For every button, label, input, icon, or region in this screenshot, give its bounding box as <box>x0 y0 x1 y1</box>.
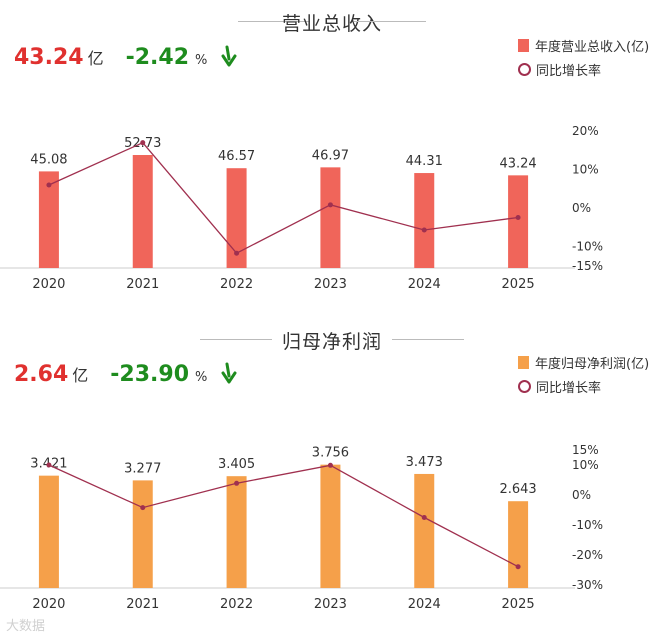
profit-legend: 年度归母净利润(亿) 同比增长率 <box>518 350 649 398</box>
legend-label: 同比增长率 <box>536 380 602 396</box>
profit-kpi: 2.64 亿 -23.90% <box>14 362 238 396</box>
bar-2021 <box>132 480 153 588</box>
bar-2025 <box>508 501 529 588</box>
legend-marker <box>518 379 531 393</box>
y2-tick-label: -30% <box>572 578 603 592</box>
bar-value-label: 3.277 <box>124 461 161 476</box>
y2-tick-label: 20% <box>572 124 599 138</box>
y2-tick-label: 0% <box>572 488 591 502</box>
y2-tick-label: -10% <box>572 518 603 532</box>
legend-swatch <box>518 38 529 52</box>
bar-2020 <box>38 475 59 588</box>
legend-item-line: 同比增长率 <box>518 374 649 398</box>
bar-2021 <box>132 155 153 268</box>
bar-2025 <box>508 175 529 268</box>
x-tick-label: 2020 <box>32 277 65 292</box>
growth-point-2022 <box>234 250 240 256</box>
growth-point-2021 <box>140 140 146 146</box>
bar-2023 <box>320 464 341 588</box>
revenue-value: 43.24 <box>14 45 84 70</box>
legend-label: 同比增长率 <box>536 63 602 79</box>
revenue-kpi: 43.24 亿 -2.42% <box>14 45 238 79</box>
revenue-title-row: 营业总收入 <box>0 9 664 35</box>
growth-point-2020 <box>46 462 52 468</box>
x-tick-label: 2024 <box>408 277 441 292</box>
x-tick-label: 2024 <box>408 597 441 612</box>
title-divider-right <box>354 21 426 22</box>
down-arrow-icon <box>220 45 238 73</box>
profit-change: -23.90 <box>110 362 190 387</box>
bar-value-label: 43.24 <box>499 156 536 171</box>
y2-tick-label: -20% <box>572 548 603 562</box>
legend-item-line: 同比增长率 <box>518 57 649 81</box>
revenue-title: 营业总收入 <box>281 13 382 35</box>
profit-change-unit: % <box>195 370 208 385</box>
bar-value-label: 3.756 <box>312 446 349 461</box>
profit-title: 归母净利润 <box>281 331 382 353</box>
profit-chart: 3.42120203.27720213.40520223.75620233.47… <box>0 443 603 612</box>
legend-label: 年度归母净利润(亿) <box>535 356 650 372</box>
bar-value-label: 2.643 <box>499 482 536 497</box>
x-tick-label: 2025 <box>502 597 535 612</box>
x-tick-label: 2020 <box>32 597 65 612</box>
x-tick-label: 2022 <box>220 597 253 612</box>
x-tick-label: 2021 <box>126 597 159 612</box>
legend-item-bar: 年度归母净利润(亿) <box>518 350 649 374</box>
bar-value-label: 3.473 <box>406 455 443 470</box>
x-tick-label: 2023 <box>314 597 347 612</box>
profit-value: 2.64 <box>14 362 69 387</box>
y2-tick-label: 0% <box>572 201 591 215</box>
profit-title-row: 归母净利润 <box>0 327 664 353</box>
bar-value-label: 45.08 <box>30 152 67 167</box>
revenue-change-unit: % <box>195 53 208 68</box>
legend-swatch <box>518 355 529 369</box>
title-divider-left <box>238 21 310 22</box>
bar-value-label: 46.97 <box>312 148 349 163</box>
x-tick-label: 2023 <box>314 277 347 292</box>
y2-tick-label: -15% <box>572 259 603 273</box>
title-divider-left <box>200 339 272 340</box>
bar-value-label: 3.405 <box>218 457 255 472</box>
growth-line <box>48 141 519 255</box>
y2-tick-label: 10% <box>572 163 599 177</box>
x-tick-label: 2022 <box>220 277 253 292</box>
revenue-change: -2.42 <box>125 45 190 70</box>
growth-point-2024 <box>421 227 427 233</box>
bar-2022 <box>226 168 247 268</box>
growth-point-2020 <box>46 182 52 188</box>
legend-item-bar: 年度营业总收入(亿) <box>518 33 649 57</box>
legend-label: 年度营业总收入(亿) <box>535 39 650 55</box>
bar-value-label: 44.31 <box>406 154 443 169</box>
growth-point-2022 <box>234 480 240 486</box>
bar-2024 <box>414 473 435 588</box>
watermark: 大数据 <box>6 619 46 634</box>
x-tick-label: 2021 <box>126 277 159 292</box>
growth-point-2025 <box>515 214 521 220</box>
x-tick-label: 2025 <box>502 277 535 292</box>
legend-marker <box>518 62 531 76</box>
bar-2024 <box>414 173 435 268</box>
y2-tick-label: 10% <box>572 458 599 472</box>
revenue-chart: 45.08202052.73202146.57202246.97202344.3… <box>0 124 603 292</box>
growth-point-2023 <box>327 462 333 468</box>
bar-2022 <box>226 476 247 588</box>
revenue-legend: 年度营业总收入(亿) 同比增长率 <box>518 33 649 81</box>
growth-point-2023 <box>327 202 333 208</box>
bar-2020 <box>38 171 59 268</box>
growth-point-2021 <box>140 505 146 511</box>
growth-point-2024 <box>421 515 427 520</box>
revenue-unit: 亿 <box>87 49 104 68</box>
bar-2023 <box>320 167 341 268</box>
down-arrow-icon <box>220 362 238 390</box>
y2-tick-label: 15% <box>572 443 599 457</box>
growth-point-2025 <box>515 564 521 570</box>
growth-line <box>48 464 519 568</box>
bar-value-label: 46.57 <box>218 149 255 164</box>
title-divider-right <box>392 339 464 340</box>
y2-tick-label: -10% <box>572 240 603 254</box>
profit-unit: 亿 <box>72 366 89 385</box>
